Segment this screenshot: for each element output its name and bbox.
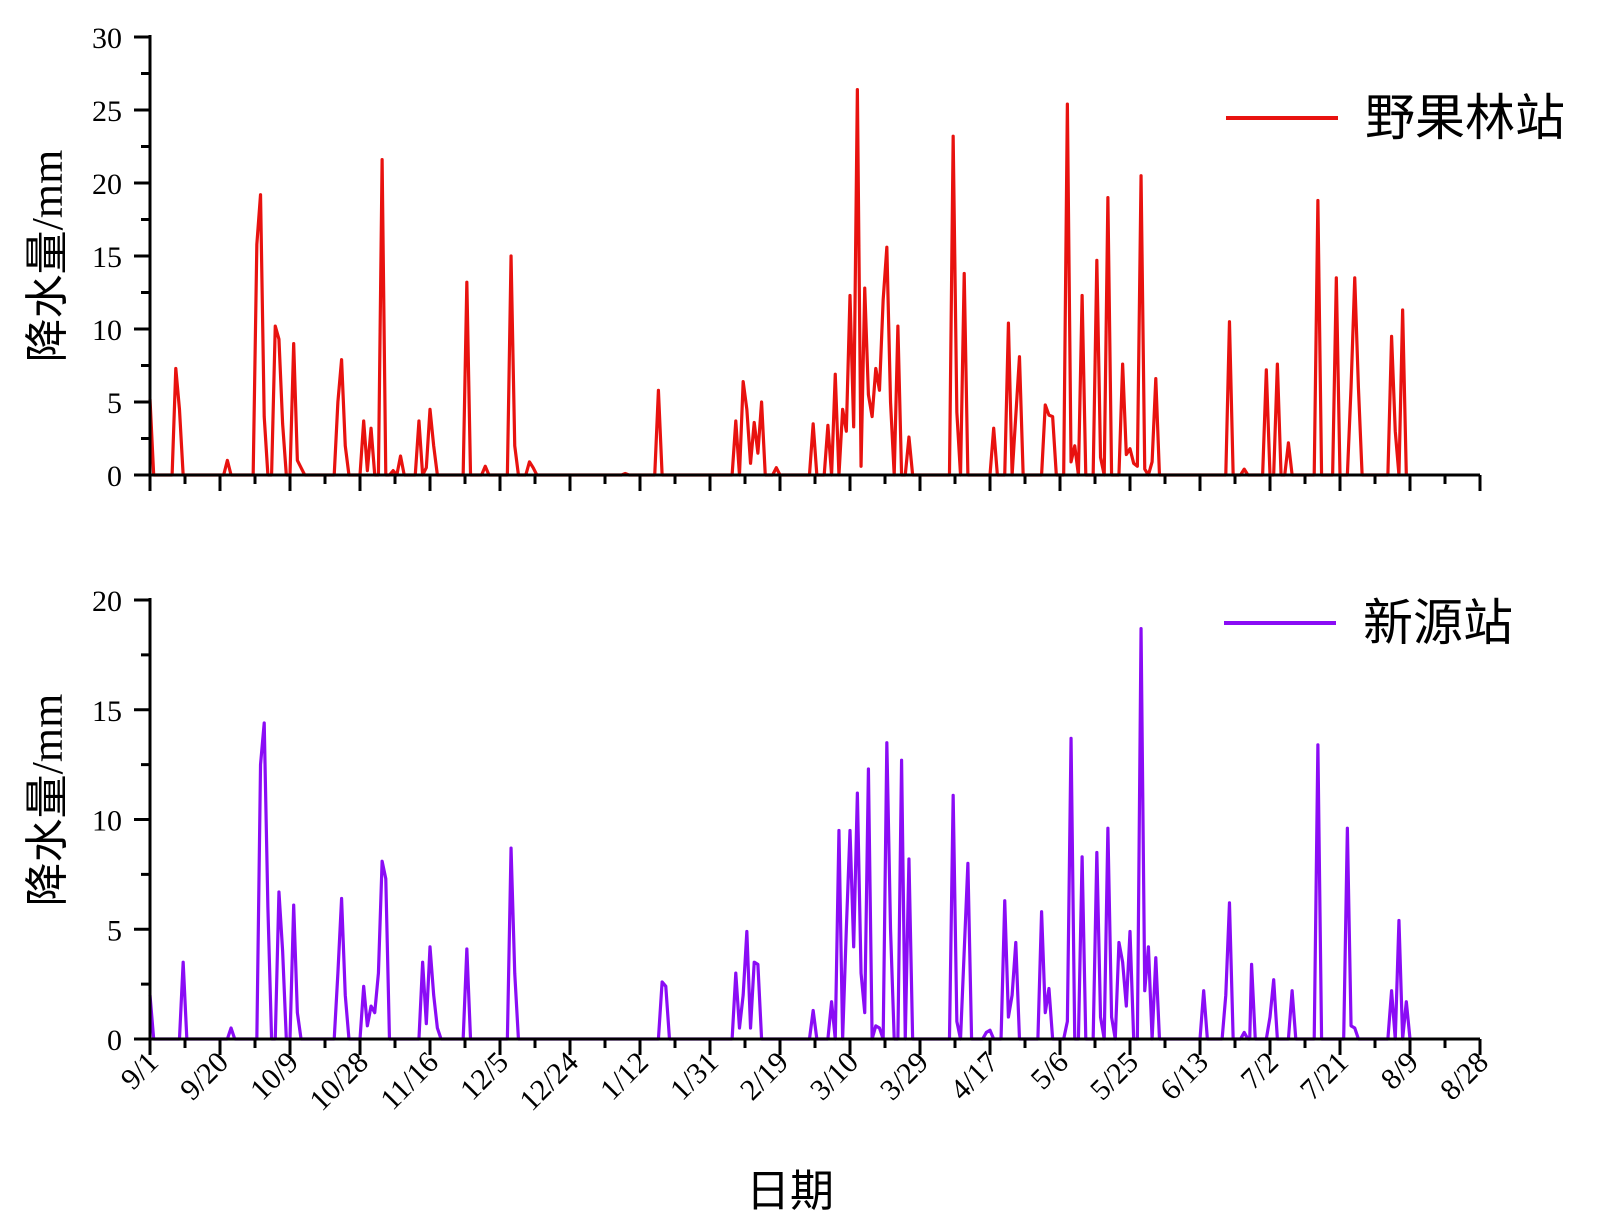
y-tick-label: 20 [92,168,122,201]
x-tick-label: 10/9 [244,1046,305,1107]
x-tick-label: 12/24 [513,1046,585,1118]
x-tick-label: 7/21 [1294,1046,1355,1107]
y-tick-label: 10 [92,314,122,347]
y-tick-label: 15 [92,695,122,728]
x-tick-label: 6/13 [1154,1046,1215,1107]
y-axis-title: 降水量/mm [23,150,72,363]
x-tick-label: 12/5 [454,1046,515,1107]
y-tick-label: 20 [92,585,122,618]
x-tick-label: 11/16 [374,1046,445,1117]
y-tick-label: 0 [107,460,122,493]
series-line [148,626,1412,1041]
x-tick-label: 3/10 [804,1046,865,1107]
panel-xinyuan: 0 5 10 15 20 降水量/mm 新源站 [23,585,1513,1057]
x-tick-label: 4/17 [944,1046,1005,1107]
y-tick-label: 5 [107,387,122,420]
y-tick-label: 10 [92,805,122,838]
y-axis-title: 降水量/mm [23,694,72,907]
x-tick-label: 5/25 [1084,1046,1145,1107]
legend-label: 野果林站 [1365,90,1565,146]
series-line [148,87,1408,477]
y-tick-label: 30 [92,22,122,55]
panel-yeguolin: 0 5 10 15 20 25 30 降水量/mm 野果林站 [23,22,1565,493]
x-tick-label: 8/28 [1434,1046,1495,1107]
legend-label: 新源站 [1363,595,1513,651]
x-tick-label: 1/12 [594,1046,655,1107]
x-tick-label: 5/6 [1025,1046,1075,1096]
x-tick-label: 1/31 [664,1046,725,1107]
x-tick-label: 7/2 [1235,1046,1285,1096]
x-tick-label: 10/28 [303,1046,375,1118]
x-axis-title: 日期 [746,1167,834,1216]
x-tick-label: 9/20 [174,1046,235,1107]
x-tick-label: 8/9 [1375,1046,1425,1096]
y-tick-label: 25 [92,95,122,128]
x-tick-label: 3/29 [874,1046,935,1107]
x-tick-label: 9/1 [115,1046,165,1096]
x-tick-label: 2/19 [734,1046,795,1107]
x-axis-date-labels: 9/1 9/20 10/910/28 11/16 12/512/24 1/12 1/31 2/… [115,1046,1495,1118]
y-tick-label: 5 [107,914,122,947]
y-tick-label: 15 [92,241,122,274]
y-tick-label: 0 [107,1024,122,1057]
